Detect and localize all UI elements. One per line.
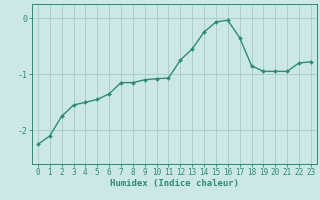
X-axis label: Humidex (Indice chaleur): Humidex (Indice chaleur)	[110, 179, 239, 188]
